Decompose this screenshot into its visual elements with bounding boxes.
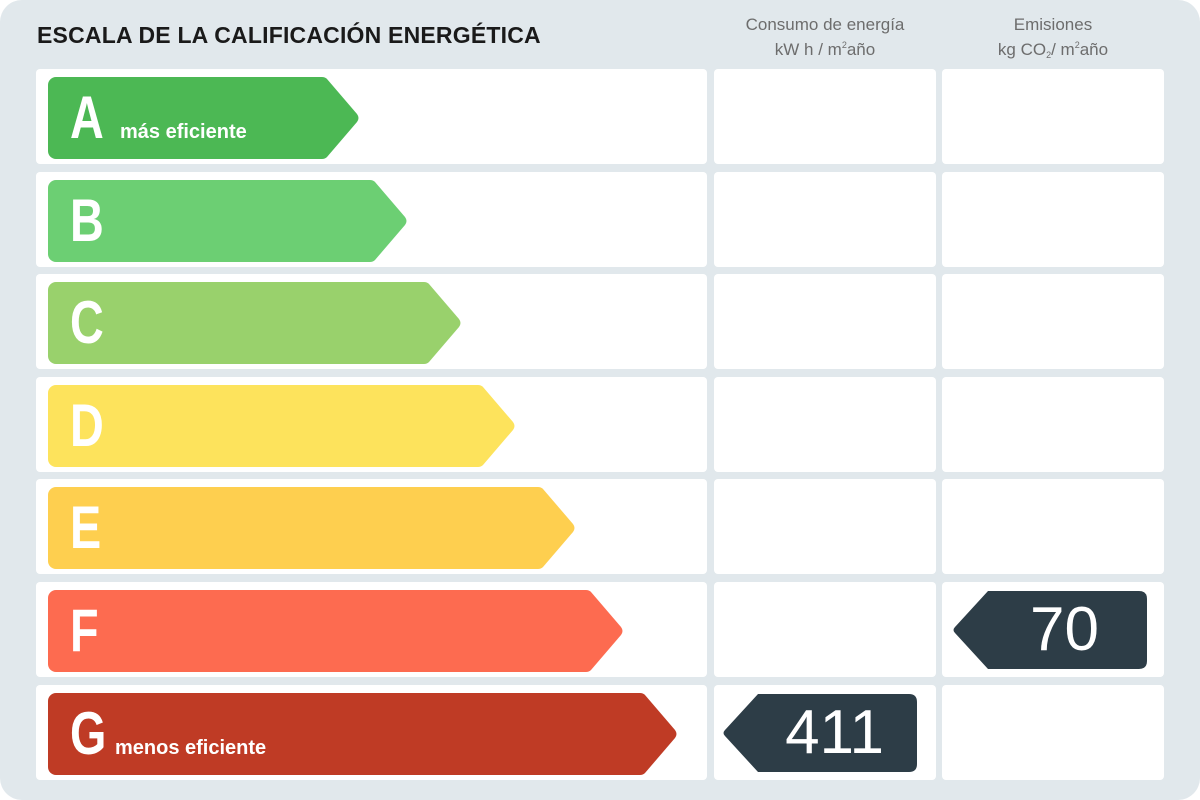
rating-arrow-b: B (48, 180, 407, 262)
emisiones-header-line2: kg CO2/ m2año (997, 40, 1109, 60)
rating-letter-b: B (70, 187, 104, 254)
emisiones-cell-d (942, 377, 1164, 472)
rating-letter-c: C (70, 289, 104, 356)
consumo-column-header: Consumo de energía kW h / m2año (714, 14, 936, 60)
consumo-cell-f (714, 582, 936, 677)
rating-letter-g: G (70, 700, 107, 767)
emisiones-cell-c (942, 274, 1164, 369)
emisiones-value-badge: 70 (952, 591, 1147, 669)
consumo-value-badge-value: 411 (785, 698, 884, 767)
consumo-header-line2: kW h / m2año (774, 40, 876, 59)
rating-arrow-c: C (48, 282, 461, 364)
consumo-cell-c (714, 274, 936, 369)
rating-label-g: menos eficiente (115, 737, 267, 759)
consumo-value-badge: 411 (722, 694, 917, 772)
consumo-header-line1: Consumo de energía (745, 15, 905, 34)
consumo-cell-b (714, 172, 936, 267)
rating-letter-d: D (70, 392, 104, 459)
consumo-cell-d (714, 377, 936, 472)
rating-letter-a: A (70, 84, 104, 151)
rating-letter-f: F (70, 597, 99, 664)
emisiones-cell-g (942, 685, 1164, 780)
rating-letter-e: E (70, 494, 102, 561)
emisiones-value-badge-value: 70 (1030, 595, 1099, 664)
emisiones-column-header: Emisiones kg CO2/ m2año (942, 14, 1164, 66)
emisiones-cell-a (942, 69, 1164, 164)
page-title: ESCALA DE LA CALIFICACIÓN ENERGÉTICA (37, 22, 541, 48)
emisiones-header-line1: Emisiones (1013, 15, 1093, 34)
rating-arrow-e: E (48, 487, 575, 569)
emisiones-cell-e (942, 479, 1164, 574)
rating-arrow-f: F (48, 590, 623, 672)
consumo-cell-e (714, 479, 936, 574)
rating-arrow-d: D (48, 385, 515, 467)
emisiones-cell-b (942, 172, 1164, 267)
consumo-cell-a (714, 69, 936, 164)
rating-label-a: más eficiente (120, 121, 247, 143)
